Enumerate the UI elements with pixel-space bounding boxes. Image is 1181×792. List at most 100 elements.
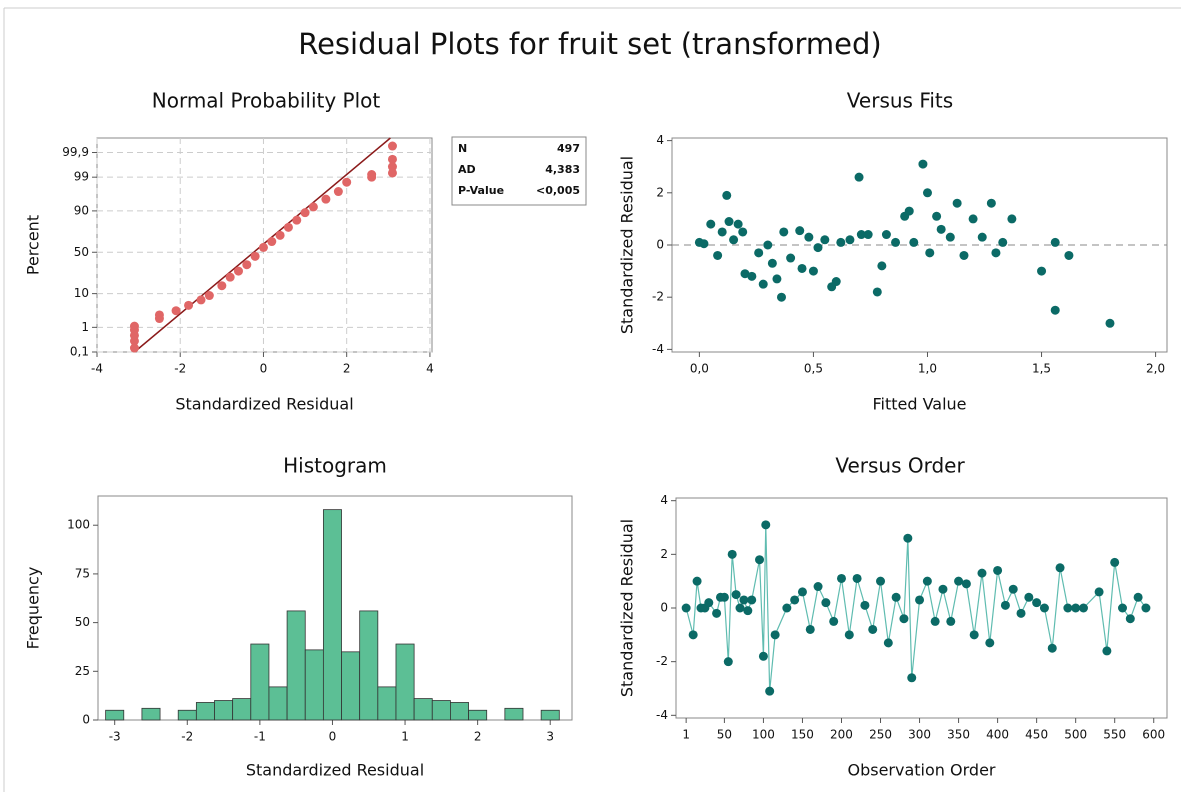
point (969, 630, 979, 640)
y-tick-label: -4 (656, 708, 668, 722)
y-tick-label: 10 (74, 286, 89, 300)
x-tick-label: 0,5 (804, 362, 823, 376)
point (1071, 603, 1081, 613)
point (845, 235, 855, 245)
point (740, 269, 750, 279)
point (387, 162, 397, 172)
point (242, 260, 252, 270)
point (776, 292, 786, 302)
point (367, 170, 377, 180)
point (712, 608, 722, 618)
point (860, 600, 870, 610)
x-tick-label: 200 (830, 728, 853, 742)
bar (450, 702, 469, 721)
x-tick-label: 1,0 (918, 362, 937, 376)
point (387, 141, 397, 151)
point (387, 154, 397, 164)
stat-label: P-Value (458, 184, 504, 197)
bar (268, 686, 288, 721)
point (171, 306, 181, 316)
point (854, 172, 864, 182)
point (275, 230, 285, 240)
y-tick-label: 0 (660, 601, 668, 615)
point (813, 243, 823, 253)
x-tick-label: 150 (791, 728, 814, 742)
point (922, 576, 932, 586)
bar (195, 702, 215, 721)
x-tick-label: 250 (869, 728, 892, 742)
point (922, 188, 932, 198)
point (877, 261, 887, 271)
point (747, 595, 757, 605)
y-tick-label: 1 (81, 320, 89, 334)
y-tick-label: 75 (75, 566, 90, 580)
point (1050, 305, 1060, 315)
point (1037, 266, 1047, 276)
point (954, 576, 964, 586)
point (881, 230, 891, 240)
point (706, 219, 716, 229)
stat-value: 4,383 (545, 163, 580, 176)
x-tick-label: 1,5 (1032, 362, 1051, 376)
point (899, 614, 909, 624)
bar (322, 509, 342, 721)
point (952, 198, 962, 208)
bar (504, 707, 524, 721)
point (1055, 563, 1065, 573)
x-tick-label: 500 (1064, 728, 1087, 742)
y-tick-label: -2 (656, 654, 668, 668)
point (961, 579, 971, 589)
stats-box (451, 136, 587, 206)
point (225, 272, 235, 282)
point (786, 253, 796, 263)
point (808, 266, 818, 276)
y-tick-label: 99 (74, 170, 89, 184)
stat-label: N (458, 142, 467, 155)
point (729, 235, 739, 245)
point (891, 592, 901, 602)
point (836, 573, 846, 583)
point (946, 616, 956, 626)
point (1007, 214, 1017, 224)
y-axis-label: Standardized Residual (618, 519, 637, 697)
point (758, 279, 768, 289)
point (723, 657, 733, 667)
bar (141, 707, 161, 721)
point (945, 232, 955, 242)
bar (341, 651, 361, 721)
point (1102, 646, 1112, 656)
bar (250, 643, 270, 721)
y-tick-label: 2 (656, 185, 664, 199)
point (936, 224, 946, 234)
point (844, 630, 854, 640)
point (758, 651, 768, 661)
bar (105, 709, 125, 721)
point (872, 287, 882, 297)
y-tick-label: 99,9 (62, 145, 89, 159)
stat-value: 497 (557, 142, 580, 155)
y-tick-label: 4 (660, 493, 668, 507)
bar (431, 700, 451, 721)
x-tick-label: 2 (343, 362, 351, 376)
point (754, 248, 764, 258)
y-axis-label: Percent (24, 215, 43, 275)
y-tick-label: 0 (656, 238, 664, 252)
bar (214, 700, 234, 721)
point (772, 274, 782, 284)
y-tick-label: 25 (75, 664, 90, 678)
bar (359, 610, 379, 721)
y-tick-label: 50 (75, 615, 90, 629)
bar (413, 698, 433, 721)
bar (540, 709, 560, 721)
point (1050, 237, 1060, 247)
point (903, 533, 913, 543)
point (204, 291, 214, 301)
point (918, 159, 928, 169)
point (233, 266, 243, 276)
bar (286, 610, 306, 721)
point (986, 198, 996, 208)
x-tick-label: 3 (546, 730, 554, 744)
stat-value: <0,005 (536, 184, 580, 197)
y-tick-label: 0 (82, 713, 90, 727)
y-tick-label: 4 (656, 133, 664, 147)
